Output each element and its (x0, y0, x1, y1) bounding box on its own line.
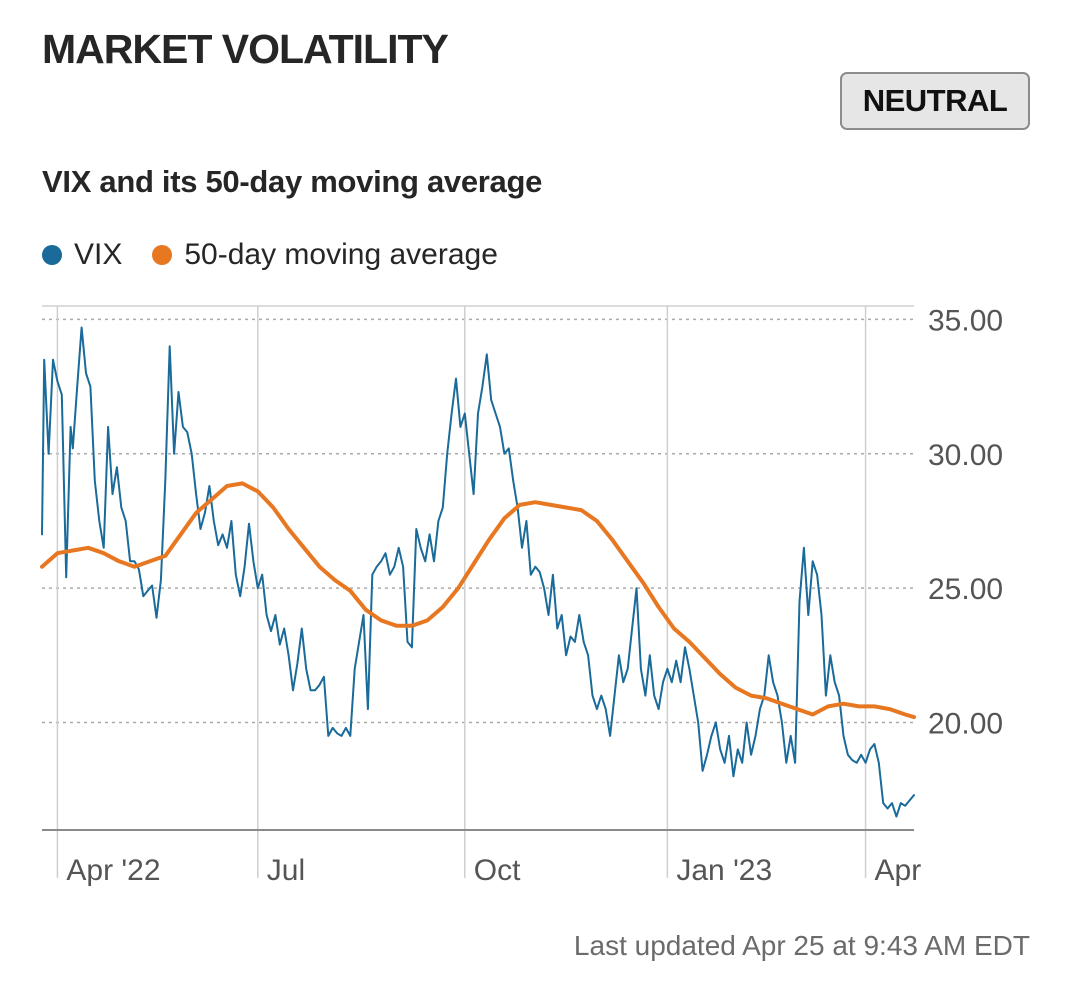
status-badge: NEUTRAL (840, 72, 1030, 130)
chart-grid (42, 305, 914, 830)
vix-line-chart: 35.00 30.00 25.00 20.00 Apr '22 Jul Oct Jan '23… (40, 304, 1003, 887)
y-tick-label: 35.00 (928, 304, 1003, 337)
x-tick-label: Jan '23 (676, 854, 772, 887)
chart-legend: VIX 50-day moving average (42, 238, 528, 272)
y-tick-label: 25.00 (928, 573, 1003, 606)
x-tick-label: Apr '22 (66, 854, 160, 887)
chart-series (40, 326, 916, 818)
x-tick-label: Apr (875, 854, 922, 887)
y-tick-label: 20.00 (928, 708, 1003, 741)
legend-label-vix: VIX (74, 238, 123, 271)
last-updated-text: Last updated Apr 25 at 9:43 AM EDT (573, 930, 1030, 961)
50-day-moving-average-series-line (40, 481, 916, 720)
x-tick-label: Jul (267, 854, 305, 887)
y-tick-label: 30.00 (928, 439, 1003, 472)
page-title: MARKET VOLATILITY (42, 26, 449, 72)
chart-axes: 35.00 30.00 25.00 20.00 Apr '22 Jul Oct Jan '23… (42, 304, 1003, 887)
vix-series-line (41, 326, 915, 818)
moving-average-legend-marker (152, 245, 173, 265)
chart-title: VIX and its 50-day moving average (42, 164, 543, 199)
x-tick-label: Oct (474, 854, 521, 887)
legend-item-moving-average: 50-day moving average (152, 238, 498, 272)
vix-legend-marker (42, 245, 62, 265)
legend-item-vix: VIX (42, 238, 122, 272)
legend-label-moving-average: 50-day moving average (184, 238, 498, 271)
